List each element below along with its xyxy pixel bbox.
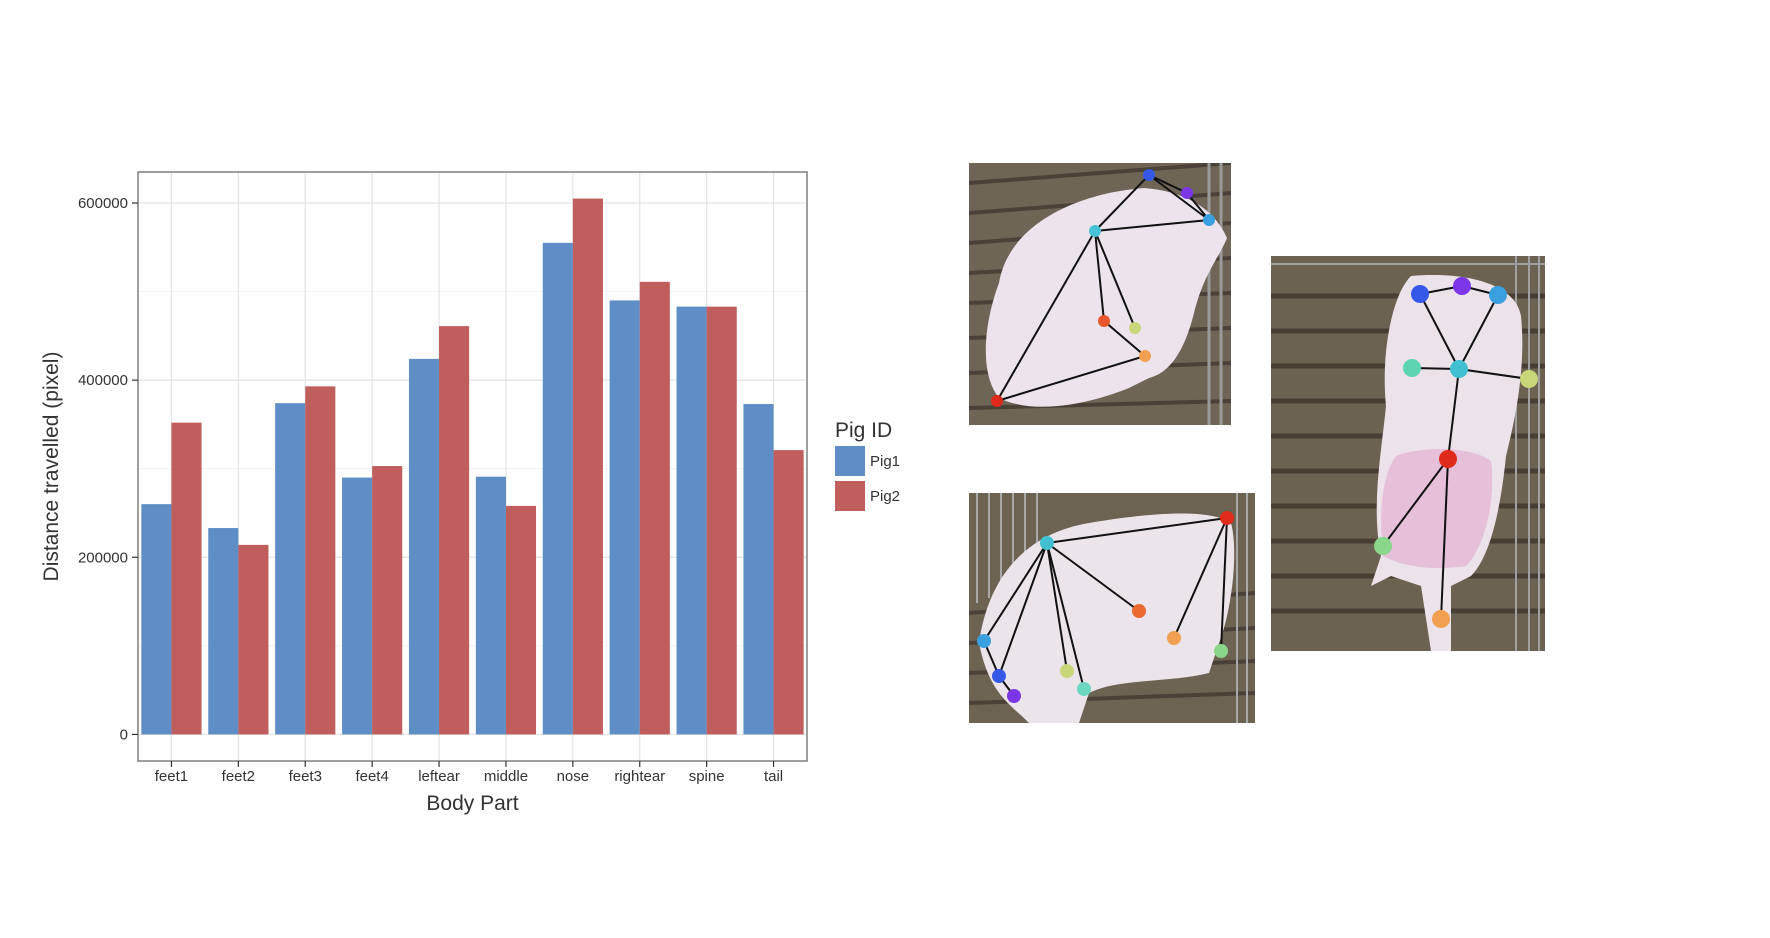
bar-pig2-spine xyxy=(706,306,737,735)
plot-border xyxy=(137,171,808,762)
bar-pig1-feet2 xyxy=(208,528,239,735)
bar-pig2-leftear xyxy=(439,326,470,735)
bar-pig2-feet1 xyxy=(171,422,202,735)
pig-photo-top-left xyxy=(969,163,1231,425)
x-tick-label: feet2 xyxy=(222,768,255,785)
bar-pig1-feet3 xyxy=(275,403,306,735)
legend-label-pig1: Pig1 xyxy=(870,453,900,470)
legend-swatch-pig2 xyxy=(835,481,865,511)
x-axis-ticks: feet1 feet2 feet3 feet4 leftear middle nose rig… xyxy=(155,761,783,785)
bar-chart: 0 200000 400000 600000 feet1 feet2 feet3 feet4… xyxy=(40,171,900,815)
pig-photo-bottom-left xyxy=(969,493,1255,723)
y-tick-label: 200000 xyxy=(78,549,128,566)
y-tick-label: 600000 xyxy=(78,195,128,212)
bar-pig1-leftear xyxy=(408,358,440,735)
x-tick-label: rightear xyxy=(614,768,665,785)
x-tick-label: tail xyxy=(764,768,783,785)
bar-pig1-feet1 xyxy=(141,504,172,735)
x-tick-label: leftear xyxy=(418,768,460,785)
legend: Pig ID Pig1 Pig2 xyxy=(835,419,900,511)
bar-pig2-feet3 xyxy=(305,386,336,735)
x-tick-label: spine xyxy=(689,768,725,785)
bar-pig2-nose xyxy=(572,198,603,735)
bar-pig1-feet4 xyxy=(342,477,373,735)
y-tick-label: 0 xyxy=(120,726,128,743)
pig-photo-right xyxy=(1271,256,1545,651)
bar-pig1-spine xyxy=(676,306,707,735)
bar-pig2-middle xyxy=(505,505,537,735)
x-axis-title: Body Part xyxy=(426,792,518,815)
legend-title: Pig ID xyxy=(835,419,892,442)
y-tick-label: 400000 xyxy=(78,372,128,389)
bars xyxy=(141,198,804,735)
bar-pig2-rightear xyxy=(639,281,670,735)
x-tick-label: middle xyxy=(484,768,528,785)
bar-pig1-tail xyxy=(743,404,774,735)
y-axis-title: Distance travelled (pixel) xyxy=(40,352,63,582)
bar-pig2-feet2 xyxy=(238,544,269,735)
bar-pig1-rightear xyxy=(609,300,640,735)
legend-swatch-pig1 xyxy=(835,446,865,476)
x-tick-label: feet4 xyxy=(355,768,388,785)
y-axis-ticks: 0 200000 400000 600000 xyxy=(78,195,138,743)
x-tick-label: feet1 xyxy=(155,768,188,785)
x-tick-label: feet3 xyxy=(289,768,322,785)
bar-pig1-nose xyxy=(542,242,573,735)
bar-pig2-feet4 xyxy=(372,466,403,735)
legend-label-pig2: Pig2 xyxy=(870,488,900,505)
bar-pig2-tail xyxy=(773,450,804,735)
x-tick-label: nose xyxy=(557,768,590,785)
bar-pig1-middle xyxy=(475,476,506,735)
